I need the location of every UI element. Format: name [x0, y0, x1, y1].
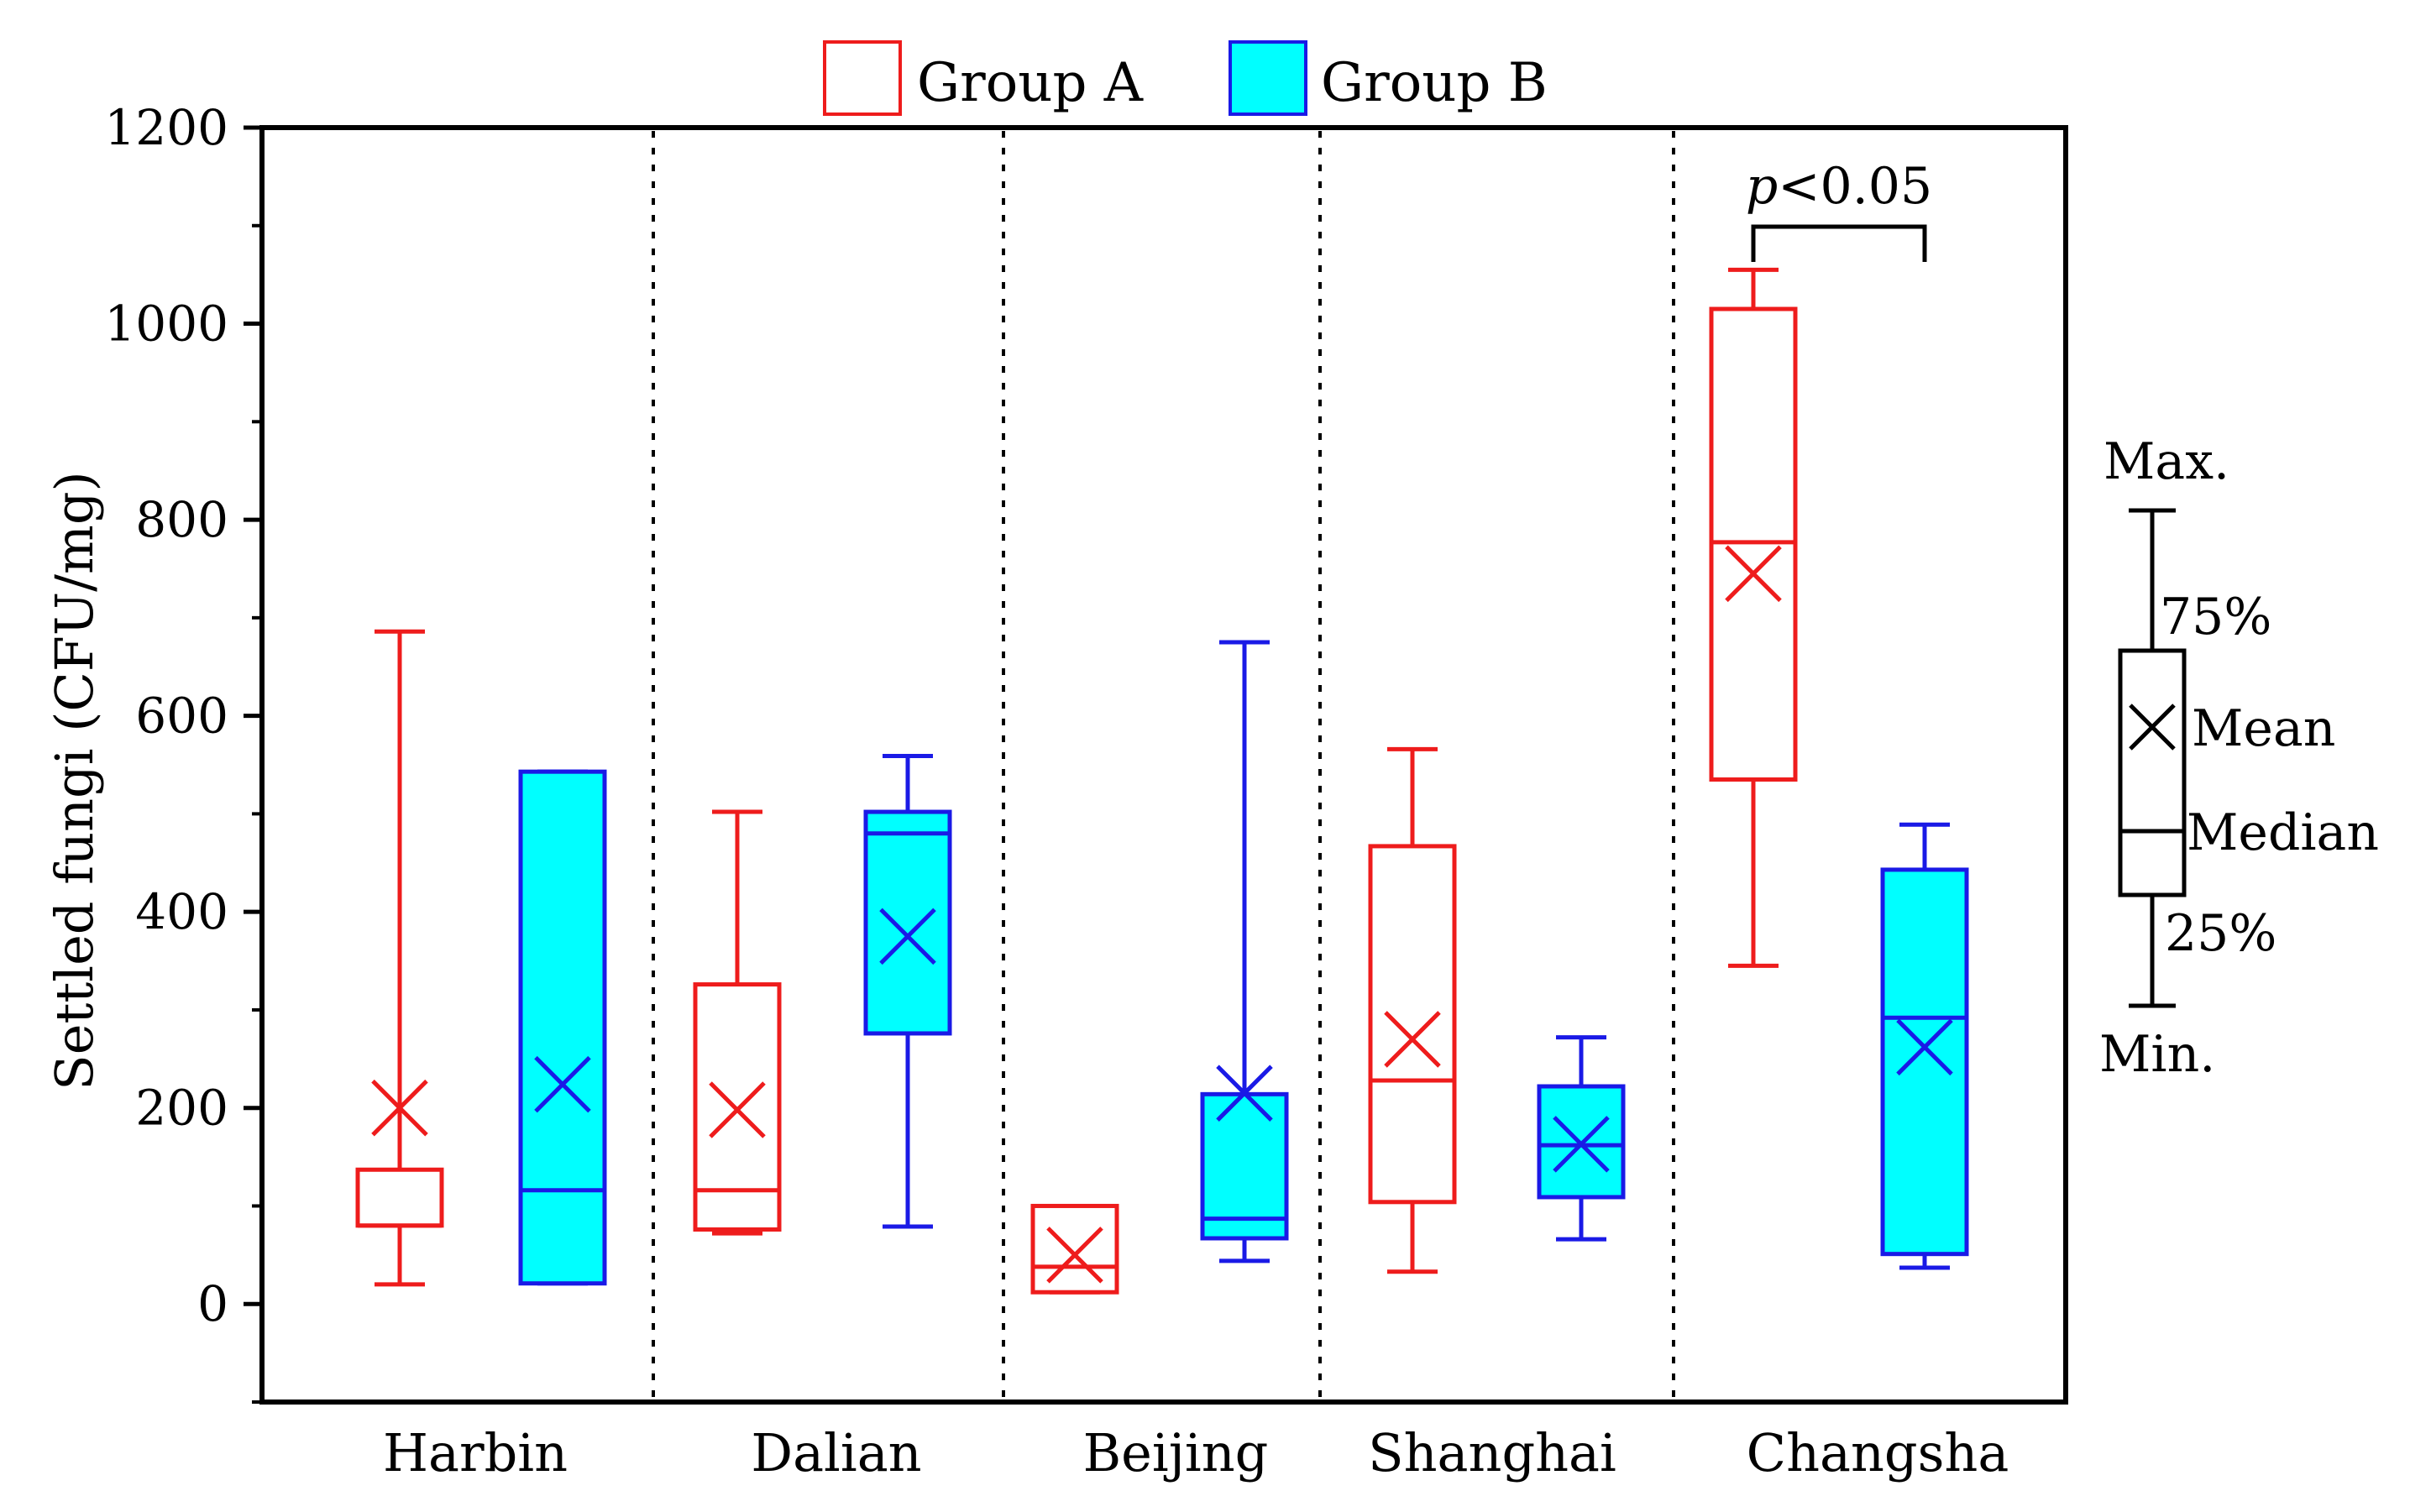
box-dalian-group-b-mean-marker — [879, 908, 936, 965]
x-tick-label-beijing: Beijing — [1083, 1422, 1269, 1483]
key-box — [2118, 648, 2187, 897]
box-dalian-group-a-mean-marker — [709, 1081, 766, 1138]
box-key: Max. 75% Mean Median 25% Min. — [2099, 432, 2379, 1084]
key-label-q3: 75% — [2160, 588, 2271, 646]
box-dalian-group-b — [863, 753, 952, 1229]
box-harbin-group-b-mean-marker — [534, 1055, 591, 1113]
y-axis-label: Settled fungi (CFU/mg) — [44, 471, 105, 1090]
box-harbin-group-b-box — [518, 769, 607, 1286]
box-beijing-group-a-mean-marker — [1046, 1227, 1103, 1284]
box-changsha-group-a-mean-marker — [1725, 545, 1782, 603]
box-harbin-group-a-box — [355, 1167, 444, 1228]
box-changsha-group-a — [1709, 267, 1798, 968]
y-tick-label-800: 800 — [135, 491, 228, 548]
box-dalian-group-b-box — [863, 809, 952, 1036]
legend-swatch-group-a — [823, 40, 902, 116]
box-changsha-group-b-mean-marker — [1896, 1018, 1953, 1076]
key-label-q1: 25% — [2165, 904, 2276, 963]
y-tick-label-600: 600 — [135, 688, 228, 745]
key-label-min: Min. — [2099, 1025, 2215, 1084]
box-shanghai-group-b — [1537, 1035, 1626, 1242]
box-beijing-group-b — [1200, 640, 1289, 1263]
x-tick-label-shanghai: Shanghai — [1368, 1422, 1616, 1483]
box-shanghai-group-b-mean-marker — [1553, 1116, 1610, 1173]
box-shanghai-group-a-mean-marker — [1384, 1011, 1441, 1068]
box-shanghai-group-a — [1368, 746, 1457, 1274]
box-beijing-group-a-box — [1030, 1203, 1119, 1295]
box-harbin-group-b — [518, 769, 607, 1286]
y-tick-label-400: 400 — [135, 883, 228, 940]
legend-swatch-group-b — [1229, 40, 1307, 116]
box-harbin-group-a-mean-marker — [371, 1079, 428, 1137]
plot-frame — [259, 125, 2068, 1405]
box-beijing-group-b-mean-marker — [1216, 1065, 1273, 1122]
box-beijing-group-a — [1030, 1203, 1119, 1295]
key-label-median: Median — [2187, 803, 2379, 862]
x-tick-label-changsha: Changsha — [1747, 1422, 2009, 1483]
plot-layer: 0 200 400 600 800 1000 1200 Harbin Dalian Beijing… — [104, 99, 2068, 1483]
box-harbin-group-a — [355, 629, 444, 1287]
box-dalian-group-a — [693, 809, 782, 1236]
key-label-mean: Mean — [2192, 699, 2335, 758]
y-tick-label-1200: 1200 — [104, 99, 228, 156]
y-tick-label-200: 200 — [135, 1080, 228, 1137]
key-label-max: Max. — [2104, 432, 2229, 491]
box-changsha-group-b — [1880, 822, 1969, 1270]
box-shanghai-group-a-box — [1368, 844, 1457, 1205]
box-changsha-group-b-box — [1880, 867, 1969, 1257]
significance-label: p<0.05 — [1746, 157, 1932, 216]
x-tick-label-harbin: Harbin — [383, 1422, 568, 1483]
x-tick-label-dalian: Dalian — [751, 1422, 921, 1483]
y-tick-label-1000: 1000 — [104, 296, 228, 353]
significance-bracket — [1751, 224, 1927, 262]
legend-label-group-b: Group B — [1321, 52, 1548, 114]
key-mean-marker — [2129, 704, 2176, 751]
y-tick-label-0: 0 — [197, 1275, 228, 1332]
legend-label-group-a: Group A — [917, 52, 1144, 114]
legend: Group A Group B — [823, 40, 1548, 116]
